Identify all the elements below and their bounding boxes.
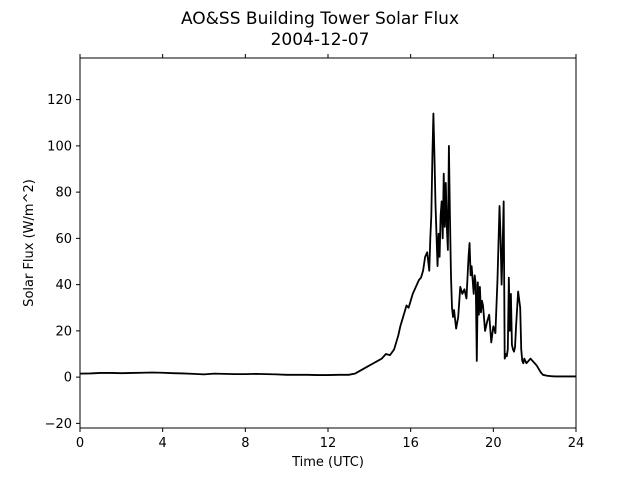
y-tick-label: 60 [55,232,72,247]
x-tick-label: 12 [320,436,337,451]
y-tick-label: 20 [55,324,72,339]
chart-subtitle: 2004-12-07 [271,30,370,50]
y-tick-label: 80 [55,186,72,201]
y-tick-label: 120 [47,93,72,108]
x-axis-label: Time (UTC) [291,455,364,470]
y-tick-label: 40 [55,278,72,293]
y-axis: −20 0 20 40 60 80 100 120 [45,93,80,432]
x-tick-label: 24 [568,436,585,451]
y-tick-label: −20 [45,417,72,432]
chart-title: AO&SS Building Tower Solar Flux [181,9,459,29]
y-tick-label: 0 [64,371,72,386]
x-tick-label: 20 [485,436,502,451]
x-tick-label: 0 [76,436,84,451]
solar-flux-line [79,112,576,378]
x-axis: 0 4 8 12 16 20 24 [76,54,584,451]
x-tick-label: 4 [159,436,167,451]
x-tick-label: 8 [241,436,249,451]
y-axis-label: Solar Flux (W/m^2) [22,179,37,307]
y-tick-label: 100 [47,139,72,154]
x-tick-label: 16 [402,436,419,451]
